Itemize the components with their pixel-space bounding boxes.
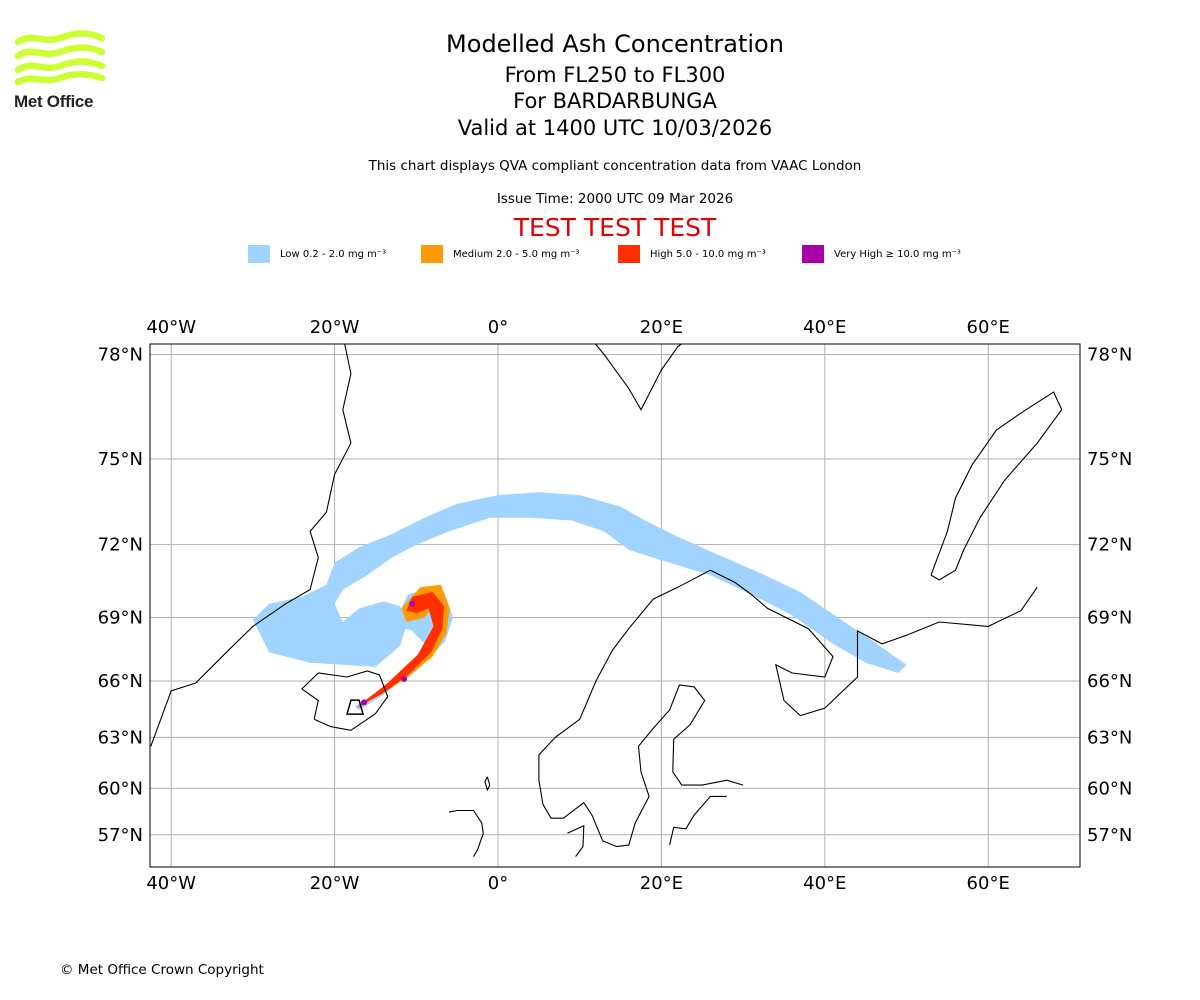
lat-tick-label-left: 66°N — [98, 671, 143, 692]
lat-tick-label-right: 72°N — [1087, 535, 1132, 556]
coastline — [484, 776, 491, 792]
legend-item-medium: Medium 2.0 - 5.0 mg m⁻³ — [421, 244, 579, 264]
lon-tick-label-bottom: 20°W — [310, 873, 360, 894]
lat-tick-label-left: 75°N — [98, 449, 143, 470]
lat-tick-label-right: 57°N — [1087, 825, 1132, 846]
legend-swatch-medium — [421, 245, 443, 263]
flight-levels: From FL250 to FL300 — [504, 63, 726, 87]
test-banner: TEST TEST TEST — [513, 213, 717, 242]
coastline — [594, 344, 683, 411]
lat-tick-label-right: 66°N — [1087, 671, 1132, 692]
lon-tick-label-top: 40°E — [803, 317, 846, 338]
legend-label-very-high: Very High ≥ 10.0 mg m⁻³ — [834, 248, 961, 260]
logo-text: Met Office — [14, 92, 94, 111]
volcano-icon — [346, 699, 365, 715]
legend-swatch-very-high — [802, 245, 824, 263]
lon-tick-label-top: 40°W — [146, 317, 196, 338]
coastline — [930, 391, 1063, 581]
lat-tick-label-right: 63°N — [1087, 727, 1132, 748]
coastline — [150, 344, 352, 747]
lat-tick-label-left: 63°N — [98, 727, 143, 748]
lon-tick-label-bottom: 20°E — [640, 873, 683, 894]
legend-item-high: High 5.0 - 10.0 mg m⁻³ — [618, 244, 766, 264]
ash-plume-low — [355, 587, 454, 710]
map-frame — [149, 343, 1081, 868]
ash-plume-high — [356, 592, 445, 709]
valid-time: Valid at 1400 UTC 10/03/2026 — [457, 116, 773, 140]
coastline — [538, 569, 1038, 781]
lon-tick-label-top: 0° — [488, 317, 508, 338]
coastline — [567, 824, 585, 857]
logo-waves-icon — [14, 30, 106, 86]
lon-tick-label-bottom: 40°E — [803, 873, 846, 894]
legend-swatch-high — [618, 245, 640, 263]
lat-tick-label-left: 60°N — [98, 778, 143, 799]
chart-title: Modelled Ash Concentration — [446, 30, 784, 58]
lat-tick-label-right: 78°N — [1087, 345, 1132, 366]
lon-tick-label-top: 20°E — [640, 317, 683, 338]
lon-tick-label-top: 20°W — [310, 317, 360, 338]
compliance-note: This chart displays QVA compliant concen… — [368, 158, 862, 174]
lon-tick-label-bottom: 60°E — [967, 873, 1010, 894]
met-office-logo: Met Office — [14, 30, 106, 112]
ash-hotspot-very-high — [401, 676, 408, 683]
legend-label-medium: Medium 2.0 - 5.0 mg m⁻³ — [453, 248, 580, 260]
lon-tick-label-bottom: 40°W — [146, 873, 196, 894]
legend-item-low: Low 0.2 - 2.0 mg m⁻³ — [248, 244, 386, 264]
ash-hotspot-very-high — [409, 600, 416, 607]
ash-hotspot-very-high — [361, 699, 368, 706]
legend-label-high: High 5.0 - 10.0 mg m⁻³ — [650, 248, 766, 260]
volcano-name: For BARDARBUNGA — [513, 89, 717, 113]
coastline — [301, 670, 389, 731]
ash-plume-low — [252, 492, 907, 673]
lon-tick-label-top: 60°E — [967, 317, 1010, 338]
legend-label-low: Low 0.2 - 2.0 mg m⁻³ — [280, 248, 387, 260]
coastline — [669, 795, 727, 846]
lon-tick-label-bottom: 0° — [488, 873, 508, 894]
lat-tick-label-left: 78°N — [98, 345, 143, 366]
coastline — [448, 809, 484, 857]
lat-tick-label-left: 72°N — [98, 535, 143, 556]
lat-tick-label-right: 75°N — [1087, 449, 1132, 470]
lat-tick-label-right: 60°N — [1087, 778, 1132, 799]
lat-tick-label-left: 69°N — [98, 608, 143, 629]
legend-swatch-low — [248, 245, 270, 263]
issue-time: Issue Time: 2000 UTC 09 Mar 2026 — [496, 191, 734, 207]
copyright: © Met Office Crown Copyright — [60, 962, 264, 978]
lat-tick-label-left: 57°N — [98, 825, 143, 846]
legend-item-very-high: Very High ≥ 10.0 mg m⁻³ — [802, 244, 961, 264]
lat-tick-label-right: 69°N — [1087, 608, 1132, 629]
coastline — [538, 684, 744, 848]
